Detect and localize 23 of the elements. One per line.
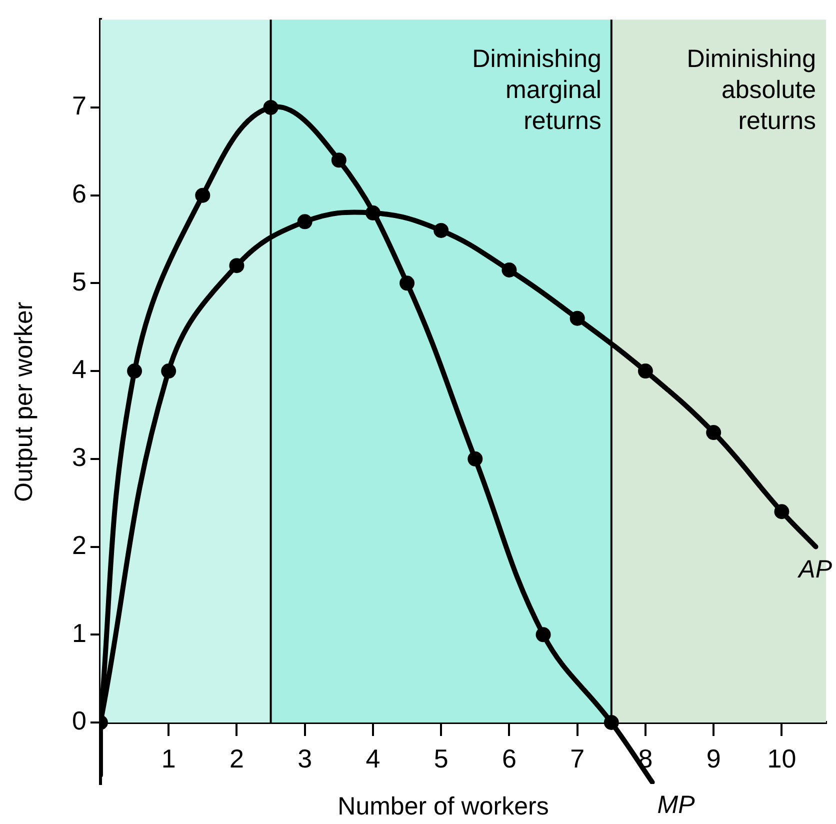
y-tick-label: 1 (72, 618, 86, 648)
x-tick-label: 5 (434, 743, 448, 774)
series-label: AP (796, 556, 832, 584)
series-label: MP (657, 791, 696, 820)
x-tick-label: 7 (570, 743, 585, 774)
x-tick-label: 6 (502, 743, 516, 774)
y-tick-label: 5 (72, 266, 86, 296)
x-tick-label: 4 (366, 743, 380, 774)
x-tick-label: 9 (706, 743, 721, 774)
y-tick-label: 0 (72, 706, 86, 736)
y-tick-label: 6 (72, 178, 86, 208)
y-tick-label: 3 (72, 442, 86, 472)
x-tick-label: 10 (767, 743, 796, 774)
x-tick-label: 1 (161, 743, 176, 774)
x-tick-label: 3 (298, 743, 312, 774)
y-axis-title: Output per worker (10, 302, 38, 502)
band-label: Diminishing absolute returns (686, 44, 816, 135)
y-tick-label: 2 (72, 530, 86, 560)
y-tick-label: 7 (72, 90, 86, 121)
band-label: Diminishing marginal returns (472, 44, 602, 135)
x-axis-title: Number of workers (338, 792, 549, 820)
y-tick-label: 4 (72, 354, 86, 384)
x-tick-label: 2 (229, 743, 244, 774)
